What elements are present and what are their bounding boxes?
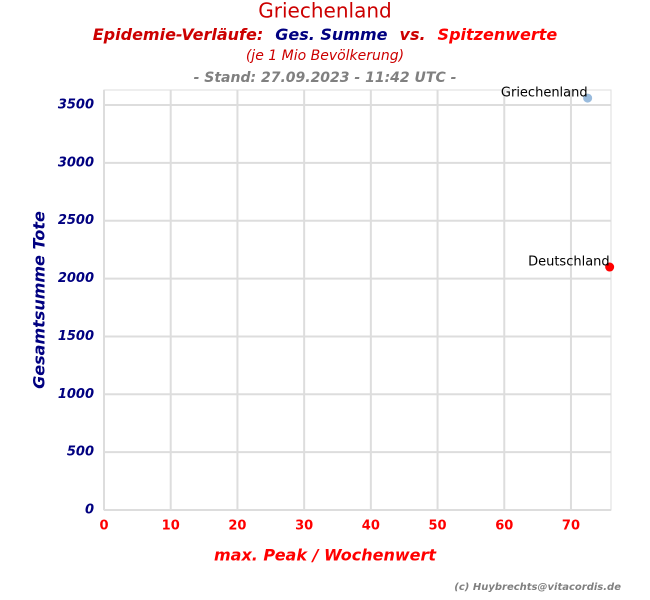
x-tick-label: 40: [362, 519, 380, 534]
subtitle: Epidemie-Verläufe: Ges. Summe vs. Spitzenwe…: [93, 25, 558, 44]
x-tick-label: 50: [429, 519, 447, 534]
x-tick-label: 60: [495, 519, 513, 534]
x-tick-label: 10: [162, 519, 180, 534]
y-tick-label: 1000: [58, 387, 94, 402]
point-label: Deutschland: [528, 255, 610, 270]
point: [583, 93, 593, 103]
y-tick-label: 0: [85, 503, 94, 518]
stand: - Stand: 27.09.2023 - 11:42 UTC -: [194, 70, 457, 86]
chart-title: Griechenland: [258, 0, 391, 23]
subtitle-part: Epidemie-Verläufe:: [93, 25, 264, 44]
point: [605, 262, 615, 272]
credit: (c) Huybrechts@vitacordis.de: [454, 582, 621, 593]
y-axis-label: Gesamtsumme Tote: [30, 211, 49, 389]
subtitle-part: Ges. Summe: [275, 25, 387, 44]
x-tick-label: 70: [562, 519, 580, 534]
x-tick-label: 20: [228, 519, 246, 534]
y-tick-label: 2500: [58, 213, 94, 228]
y-tick-label: 500: [67, 445, 94, 460]
point-label: Griechenland: [501, 86, 588, 101]
y-tick-label: 2000: [58, 271, 94, 286]
subtitle-part: Spitzenwerte: [438, 25, 558, 44]
x-tick-label: 0: [99, 519, 108, 534]
y-tick-label: 3500: [58, 98, 94, 113]
subtitle-part: vs.: [400, 25, 426, 44]
note: (je 1 Mio Bevölkerung): [246, 48, 404, 64]
y-tick-label: 1500: [58, 329, 94, 344]
y-tick-label: 3000: [58, 155, 94, 170]
x-axis-label: max. Peak / Wochenwert: [214, 546, 437, 565]
plot-area: [103, 89, 612, 511]
x-tick-label: 30: [295, 519, 313, 534]
